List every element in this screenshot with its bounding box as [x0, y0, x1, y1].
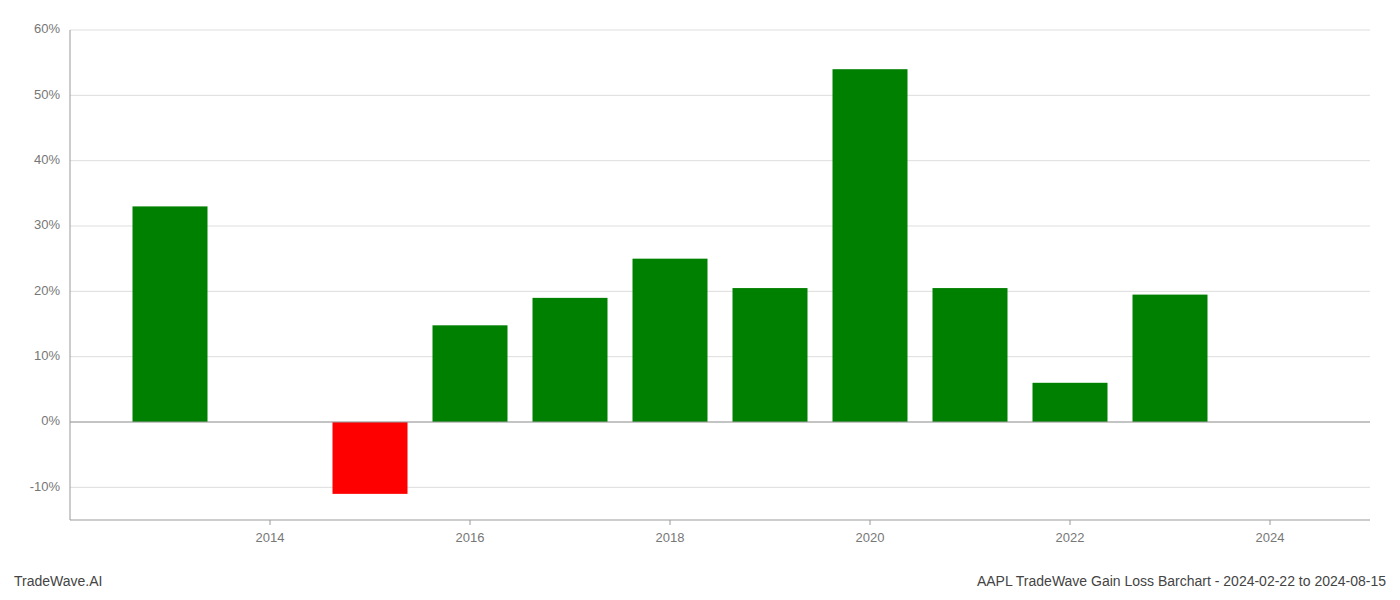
x-tick-label: 2016 — [456, 530, 485, 545]
y-tick-label: 60% — [34, 21, 60, 36]
x-tick — [670, 520, 671, 525]
bar — [633, 259, 708, 422]
chart: -10% 0% 10% 20% 30% 40% 50% 60% 2014 2016 2018 2020… — [0, 0, 1400, 600]
y-tick-label: 40% — [34, 152, 60, 167]
x-tick — [1270, 520, 1271, 525]
x-tick-label: 2022 — [1056, 530, 1085, 545]
bar — [533, 298, 608, 422]
zero-line — [70, 422, 1370, 423]
x-tick — [270, 520, 271, 525]
grid-line — [70, 422, 1370, 423]
bar — [333, 422, 408, 494]
footer-left: TradeWave.AI — [14, 573, 102, 589]
grid-line — [70, 487, 1370, 488]
y-tick-label: 30% — [34, 217, 60, 232]
grid-line — [70, 95, 1370, 96]
y-axis-line — [70, 30, 71, 520]
grid-line — [70, 291, 1370, 292]
bars — [133, 69, 1208, 494]
y-tick-label: 50% — [34, 87, 60, 102]
x-tick-label: 2018 — [656, 530, 685, 545]
bar — [733, 288, 808, 422]
grid-line — [70, 226, 1370, 227]
x-tick — [470, 520, 471, 525]
x-tick — [1070, 520, 1071, 525]
bar — [933, 288, 1008, 422]
x-axis-line — [70, 520, 1370, 521]
x-tick — [870, 520, 871, 525]
grid — [70, 30, 1370, 487]
grid-line — [70, 30, 1370, 31]
bar — [1033, 383, 1108, 422]
x-axis: 2014 2016 2018 2020 2022 2024 — [70, 520, 1370, 545]
x-tick-label: 2020 — [856, 530, 885, 545]
page: {"chart_data": {"type": "bar", "title": … — [0, 0, 1400, 600]
bar — [433, 325, 508, 422]
title: AAPL TradeWave Gain Loss Barchart - 2024… — [977, 573, 1386, 589]
grid-line — [70, 160, 1370, 161]
x-tick-label: 2024 — [1256, 530, 1285, 545]
bar — [133, 206, 208, 422]
bar — [833, 69, 908, 422]
x-tick-label: 2014 — [256, 530, 285, 545]
y-tick-label: 10% — [34, 348, 60, 363]
bar — [1133, 295, 1208, 422]
y-axis: -10% 0% 10% 20% 30% 40% 50% 60% — [30, 21, 70, 520]
y-tick-label: 0% — [41, 413, 60, 428]
y-tick-label: 20% — [34, 283, 60, 298]
y-tick-label: -10% — [30, 479, 61, 494]
